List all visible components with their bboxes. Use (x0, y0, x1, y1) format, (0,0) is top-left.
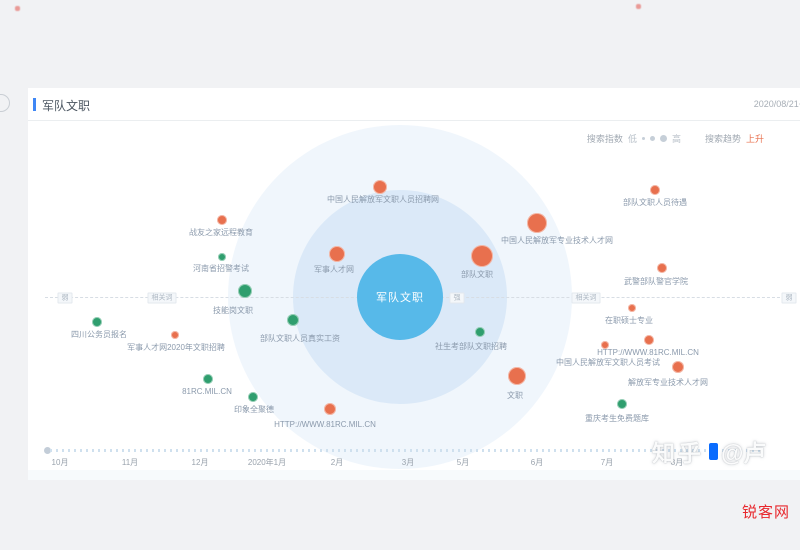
timeline-endpoint-dot (44, 447, 51, 454)
keyword-tab[interactable]: 军队文职 (42, 99, 91, 113)
keyword-dot[interactable] (171, 331, 179, 339)
keyword-dot[interactable] (508, 367, 526, 385)
keyword-label[interactable]: 解放军专业技术人才网 (628, 378, 708, 387)
keyword-label[interactable]: 军事人才网 (314, 265, 354, 274)
keyword-label[interactable]: HTTP://WWW.81RC.MIL.CN (274, 420, 376, 429)
keyword-label[interactable]: 四川公务员报名 (71, 330, 127, 339)
keyword-dot[interactable] (617, 399, 627, 409)
keyword-label[interactable]: 中国人民解放军文职人员考试 (556, 358, 660, 367)
legend-low-label: 低 (627, 133, 637, 144)
keyword-dot[interactable] (203, 374, 213, 384)
keyword-dot[interactable] (650, 185, 660, 195)
search-trend-label: 搜索趋势 (704, 133, 741, 144)
keyword-dot[interactable] (287, 314, 299, 326)
keyword-label[interactable]: 中国人民解放军专业技术人才网 (501, 236, 613, 245)
keyword-dot[interactable] (672, 361, 684, 373)
keyword-label[interactable]: 社生考部队文职招聘 (435, 342, 507, 351)
keyword-label[interactable]: 部队文职 (461, 270, 493, 279)
keyword-header-row: 军队文职 2020/08/21~ (28, 88, 800, 121)
timeline-tick[interactable]: 8月 (670, 458, 684, 467)
timeline-tick[interactable]: 3月 (401, 458, 415, 467)
keyword-dot[interactable] (657, 263, 667, 273)
keyword-label[interactable]: HTTP://WWW.81RC.MIL.CN (597, 348, 699, 357)
timeline-tick[interactable]: 7月 (600, 458, 614, 467)
keyword-dot[interactable] (373, 180, 387, 194)
keyword-label[interactable]: 部队文职人员待遇 (623, 198, 687, 207)
timeline-tick[interactable]: 6月 (530, 458, 544, 467)
keyword-dot[interactable] (217, 215, 227, 225)
index-scale-dot-medium (649, 135, 655, 141)
trend-up-label: 上升 (745, 133, 764, 144)
artifact-speck (636, 4, 641, 9)
keyword-dot[interactable] (601, 341, 609, 349)
center-keyword-bubble[interactable]: 军队文职 (357, 254, 443, 340)
keyword-label[interactable]: 部队文职人员真实工资 (260, 334, 340, 343)
keyword-label[interactable]: 战友之家远程教育 (189, 228, 253, 237)
keyword-dot[interactable] (527, 213, 547, 233)
timeline-tick[interactable]: 10月 (51, 458, 69, 467)
timeline-slider-track[interactable] (50, 449, 764, 452)
artifact-speck (15, 6, 20, 11)
keyword-dot[interactable] (475, 327, 485, 337)
timeline-tick[interactable]: 2020年1月 (247, 458, 287, 467)
date-range-label: 2020/08/21~ (753, 99, 800, 109)
keyword-dot[interactable] (238, 284, 252, 298)
keyword-label[interactable]: 技能岗文职 (213, 306, 253, 315)
keyword-label[interactable]: 重庆考生免费题库 (585, 414, 649, 423)
keyword-label[interactable]: 武警部队警官学院 (624, 277, 688, 286)
card-footer-strip (28, 470, 800, 480)
keyword-label[interactable]: 中国人民解放军文职人员招聘网 (327, 195, 439, 204)
timeline-tick[interactable]: 12月 (191, 458, 209, 467)
index-scale-dot-small (641, 136, 645, 140)
keyword-dot[interactable] (218, 253, 226, 261)
keyword-dot[interactable] (628, 304, 636, 312)
search-index-label: 搜索指数 (586, 133, 623, 144)
keyword-accent-bar (33, 98, 36, 111)
index-scale-dot-large (659, 134, 667, 142)
keyword-dot[interactable] (248, 392, 258, 402)
keyword-dot[interactable] (644, 335, 654, 345)
timeline-tick[interactable]: 5月 (456, 458, 470, 467)
partial-circle-icon (0, 94, 10, 112)
center-keyword-label: 军队文职 (376, 292, 424, 304)
keyword-dot[interactable] (324, 403, 336, 415)
keyword-label[interactable]: 河南省招警考试 (193, 264, 249, 273)
chart-legend: 搜索指数 低 高 搜索趋势 上升 (587, 130, 764, 146)
keyword-label[interactable]: 文职 (507, 391, 523, 400)
keyword-label[interactable]: 在职硕士专业 (605, 316, 653, 325)
keyword-dot[interactable] (471, 245, 493, 267)
keyword-label[interactable]: 印象全聚德 (234, 405, 274, 414)
timeline-tick[interactable]: 11月 (121, 458, 139, 467)
timeline-tick[interactable]: 2月 (330, 458, 344, 467)
ruike-watermark: 锐客网 (742, 504, 791, 521)
legend-high-label: 高 (671, 133, 681, 144)
keyword-dot[interactable] (92, 317, 102, 327)
keyword-label[interactable]: 军事人才网2020年文职招聘 (127, 343, 225, 352)
keyword-dot[interactable] (329, 246, 345, 262)
keyword-label[interactable]: 81RC.MIL.CN (182, 387, 232, 396)
